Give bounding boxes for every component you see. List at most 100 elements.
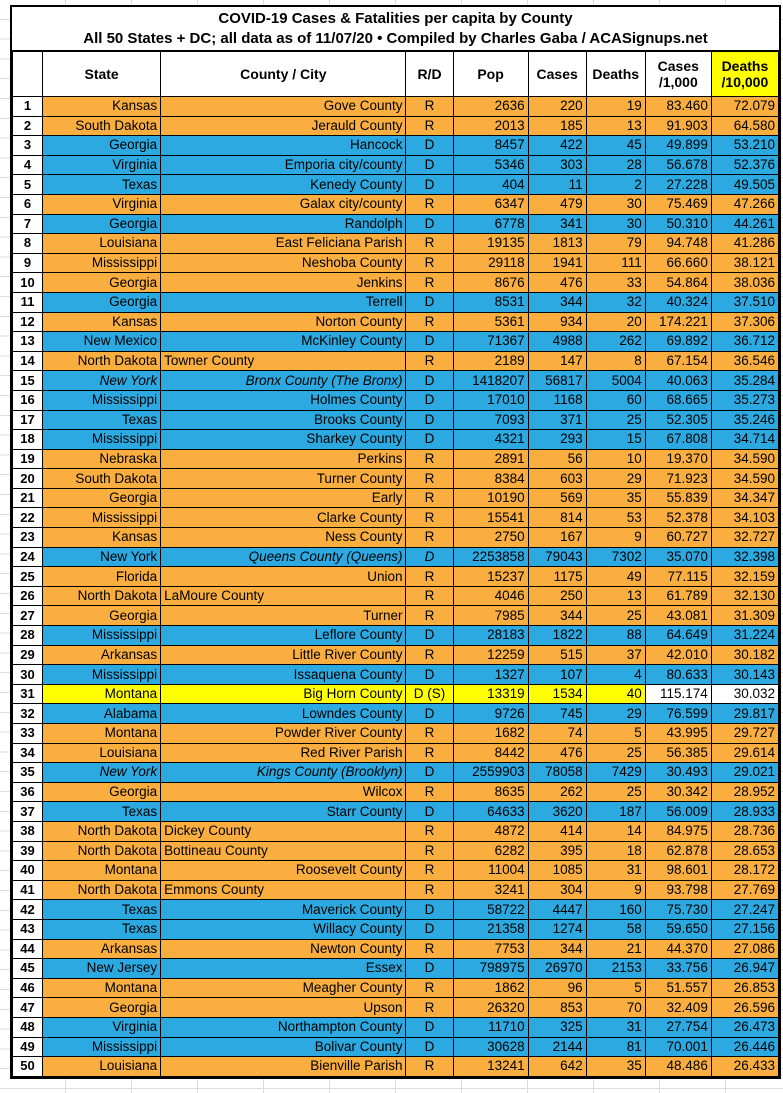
table-row: 8 Louisiana East Feliciana Parish R 19135 181… — [11, 233, 780, 254]
population-cell: 5346 — [452, 154, 529, 176]
county-cell: Willacy County — [160, 918, 407, 940]
party-cell: R — [405, 938, 454, 960]
deaths-per-10000-cell: 30.032 — [710, 683, 780, 705]
deaths-per-10000-cell: 26.947 — [710, 958, 780, 979]
county-cell: Bolivar County — [160, 1036, 407, 1058]
party-cell: D — [405, 899, 454, 920]
state-cell: North Dakota — [42, 350, 162, 372]
population-cell: 5361 — [452, 311, 529, 333]
party-cell: R — [405, 233, 454, 254]
row-number-cell: 5 — [11, 174, 44, 195]
table-row: 37 Texas Starr County D 64633 3620 187 56.009 28… — [11, 801, 780, 822]
row-number-cell: 28 — [11, 625, 44, 646]
population-cell: 13241 — [452, 1056, 529, 1077]
row-number-cell: 12 — [11, 311, 44, 333]
county-cell: Red River Parish — [160, 742, 407, 764]
deaths-cell: 45 — [585, 135, 646, 156]
column-header-rank — [11, 51, 44, 97]
table-row: 6 Virginia Galax city/county R 6347 479 30 75.4… — [11, 193, 780, 215]
cases-per-1000-cell: 174.221 — [644, 311, 712, 333]
state-cell: New Mexico — [42, 331, 162, 352]
deaths-per-10000-cell: 28.172 — [710, 860, 780, 881]
cases-cell: 1085 — [527, 860, 587, 881]
party-cell: D — [405, 409, 454, 431]
cases-cell: 515 — [527, 644, 587, 666]
cases-cell: 479 — [527, 193, 587, 215]
table-row: 20 South Dakota Turner County R 8384 603 29 71.… — [11, 468, 780, 489]
population-cell: 7985 — [452, 605, 529, 627]
deaths-per-10000-cell: 28.736 — [710, 820, 780, 842]
party-cell: D — [405, 154, 454, 176]
deaths-cell: 13 — [585, 115, 646, 137]
deaths-cell: 30 — [585, 193, 646, 215]
table-row: 18 Mississippi Sharkey County D 4321 293 15 67.… — [11, 429, 780, 450]
party-cell: D — [405, 174, 454, 195]
population-cell: 26320 — [452, 997, 529, 1018]
row-number-cell: 1 — [11, 96, 44, 117]
party-cell: R — [405, 644, 454, 666]
row-number-cell: 16 — [11, 389, 44, 411]
state-cell: Virginia — [42, 154, 162, 176]
state-cell: Georgia — [42, 213, 162, 235]
table-row: 13 New Mexico McKinley County D 71367 4988 262… — [11, 331, 780, 352]
cases-per-1000-cell: 98.601 — [644, 860, 712, 881]
table-row: 44 Arkansas Newton County R 7753 344 21 44.370 2… — [11, 938, 780, 960]
population-cell: 64633 — [452, 801, 529, 822]
state-cell: New York — [42, 546, 162, 568]
deaths-cell: 35 — [585, 1056, 646, 1077]
state-cell: Mississippi — [42, 1036, 162, 1058]
population-cell: 8635 — [452, 781, 529, 803]
cases-cell: 642 — [527, 1056, 587, 1077]
row-number-cell: 45 — [11, 958, 44, 979]
cases-per-1000-cell: 94.748 — [644, 233, 712, 254]
table-row: 29 Arkansas Little River County R 12259 515 37… — [11, 644, 780, 666]
table-row: 47 Georgia Upson R 26320 853 70 32.409 26.596 — [11, 997, 780, 1018]
deaths-cell: 81 — [585, 1036, 646, 1058]
county-cell: Lowndes County — [160, 703, 407, 724]
table-row: 41 North Dakota Emmons County R 3241 304 9 93.7… — [11, 879, 780, 901]
row-number-cell: 24 — [11, 546, 44, 568]
party-cell: D — [405, 291, 454, 313]
row-number-cell: 8 — [11, 233, 44, 254]
row-number-cell: 4 — [11, 154, 44, 176]
cases-per-1000-cell: 19.370 — [644, 448, 712, 470]
county-cell: Leflore County — [160, 625, 407, 646]
deaths-per-10000-cell: 27.086 — [710, 938, 780, 960]
cases-per-1000-cell: 51.557 — [644, 977, 712, 999]
deaths-cell: 21 — [585, 938, 646, 960]
population-cell: 30628 — [452, 1036, 529, 1058]
county-cell: Early — [160, 487, 407, 509]
table-row: 19 Nebraska Perkins R 2891 56 10 19.370 34.590 — [11, 448, 780, 470]
cases-per-1000-cell: 50.310 — [644, 213, 712, 235]
population-cell: 1418207 — [452, 370, 529, 391]
county-cell: Holmes County — [160, 389, 407, 411]
deaths-cell: 5 — [585, 977, 646, 999]
cases-cell: 11 — [527, 174, 587, 195]
state-cell: Georgia — [42, 272, 162, 293]
cases-per-1000-cell: 64.649 — [644, 625, 712, 646]
cases-per-1000-cell: 27.754 — [644, 1016, 712, 1038]
covid-county-table: COVID-19 Cases & Fatalities per capita b… — [10, 5, 781, 1079]
deaths-per-10000-label-line1: Deaths — [721, 58, 769, 74]
deaths-cell: 18 — [585, 840, 646, 862]
cases-per-1000-cell: 80.633 — [644, 664, 712, 685]
deaths-cell: 60 — [585, 389, 646, 411]
party-cell: R — [405, 507, 454, 529]
party-cell: D — [405, 958, 454, 979]
cases-cell: 814 — [527, 507, 587, 529]
county-cell: Perkins — [160, 448, 407, 470]
county-cell: Norton County — [160, 311, 407, 333]
table-row: 35 New York Kings County (Brooklyn) D 255990… — [11, 762, 780, 783]
population-cell: 71367 — [452, 331, 529, 352]
state-cell: South Dakota — [42, 468, 162, 489]
deaths-cell: 31 — [585, 1016, 646, 1038]
cases-cell: 1822 — [527, 625, 587, 646]
table-row: 26 North Dakota LaMoure County R 4046 250 13 61… — [11, 585, 780, 607]
row-number-cell: 35 — [11, 762, 44, 783]
party-cell: D — [405, 762, 454, 783]
cases-cell: 3620 — [527, 801, 587, 822]
county-cell: Dickey County — [160, 820, 407, 842]
row-number-cell: 37 — [11, 801, 44, 822]
table-row: 40 Montana Roosevelt County R 11004 1085 31 98.… — [11, 860, 780, 881]
header-row: State County / City R/D Pop Cases Deaths… — [11, 51, 780, 97]
